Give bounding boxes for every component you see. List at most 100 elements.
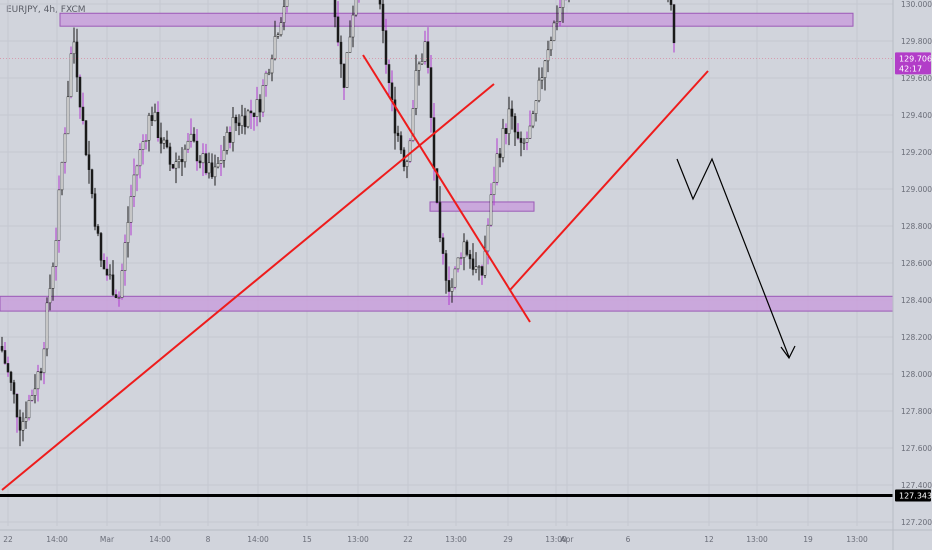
x-tick-label: 14:00 bbox=[149, 535, 171, 544]
candle-body bbox=[399, 135, 403, 151]
candle-body bbox=[483, 250, 487, 276]
candle-body bbox=[429, 67, 433, 118]
candle-body bbox=[273, 36, 277, 60]
support-price-text: 127.343 bbox=[899, 492, 932, 501]
candle-body bbox=[201, 153, 205, 164]
candle-body bbox=[90, 169, 94, 195]
candle-body bbox=[69, 53, 73, 98]
y-tick-label: 129.800 bbox=[901, 37, 932, 46]
candle-body bbox=[252, 112, 256, 117]
candle-body bbox=[21, 421, 25, 431]
candle-body bbox=[54, 240, 58, 267]
candle-body bbox=[486, 224, 490, 252]
candle-body bbox=[411, 108, 415, 142]
candle-body bbox=[342, 63, 346, 88]
candle-body bbox=[96, 226, 100, 234]
candle-body bbox=[351, 14, 355, 38]
candle-body bbox=[48, 288, 52, 304]
candle-body bbox=[231, 117, 235, 143]
candle-body bbox=[39, 371, 43, 374]
candle-body bbox=[189, 133, 193, 142]
candle-body bbox=[279, 22, 283, 36]
candle-body bbox=[147, 115, 151, 141]
current-price-tag bbox=[895, 52, 931, 75]
candle-body bbox=[87, 154, 91, 170]
candle-body bbox=[498, 153, 502, 158]
candle-body bbox=[420, 61, 424, 65]
y-tick-label: 129.400 bbox=[901, 111, 932, 120]
candle-body bbox=[267, 72, 271, 75]
candle-body bbox=[384, 30, 388, 65]
candle-body bbox=[471, 258, 475, 270]
candle-body bbox=[336, 16, 340, 43]
candle-body bbox=[204, 153, 208, 174]
candle-body bbox=[210, 162, 214, 178]
candle-body bbox=[117, 297, 121, 299]
candle-body bbox=[51, 266, 55, 289]
x-tick-label: Apr bbox=[561, 535, 575, 544]
candle-body bbox=[459, 257, 463, 259]
candle-body bbox=[42, 348, 46, 374]
candle-body bbox=[219, 160, 223, 164]
candle-body bbox=[453, 268, 457, 288]
candle-body bbox=[345, 52, 349, 88]
candle-body bbox=[30, 395, 34, 401]
candle-body bbox=[441, 237, 445, 254]
support-zone bbox=[0, 295, 894, 312]
candle-body bbox=[243, 115, 247, 128]
candle-body bbox=[462, 241, 466, 258]
candle-body bbox=[207, 162, 211, 174]
candle-body bbox=[156, 111, 160, 138]
candle-body bbox=[477, 266, 481, 268]
candle-body bbox=[33, 388, 37, 396]
candle-body bbox=[672, 4, 676, 44]
y-tick-label: 128.800 bbox=[901, 222, 932, 231]
chart-title: EURJPY, 4h, FXCM bbox=[6, 5, 86, 15]
candle-body bbox=[669, 0, 673, 5]
candle-body bbox=[66, 96, 70, 135]
candle-body bbox=[534, 100, 538, 114]
candle-body bbox=[114, 294, 118, 298]
candle-body bbox=[72, 41, 76, 55]
candle-body bbox=[531, 113, 535, 127]
candle-body bbox=[81, 106, 85, 121]
candle-body bbox=[417, 63, 421, 71]
candle-body bbox=[480, 266, 484, 276]
candle-body bbox=[198, 160, 202, 164]
candle-body bbox=[99, 233, 103, 261]
candle-body bbox=[540, 77, 544, 81]
candle-body bbox=[264, 72, 268, 86]
candle-body bbox=[144, 140, 148, 142]
candle-body bbox=[102, 259, 106, 270]
x-tick-label: 15 bbox=[302, 535, 312, 544]
countdown-text: 42:17 bbox=[899, 64, 922, 73]
candle-body bbox=[408, 140, 412, 162]
candle-body bbox=[162, 139, 166, 144]
candle-body bbox=[228, 132, 232, 143]
candle-body bbox=[249, 110, 253, 114]
candle-body bbox=[270, 58, 274, 74]
candle-body bbox=[180, 159, 184, 163]
candle-body bbox=[507, 108, 511, 134]
y-tick-label: 127.200 bbox=[901, 518, 932, 527]
x-tick-label: 19 bbox=[803, 535, 813, 544]
candle-body bbox=[333, 0, 337, 18]
candle-body bbox=[390, 82, 394, 101]
y-tick-label: 128.400 bbox=[901, 296, 932, 305]
resistance-zone bbox=[59, 12, 854, 27]
candle-body bbox=[105, 268, 109, 276]
candle-body bbox=[510, 108, 514, 117]
candle-body bbox=[339, 41, 343, 65]
candle-body bbox=[18, 416, 22, 431]
candle-body bbox=[465, 241, 469, 255]
candle-body bbox=[153, 111, 157, 121]
candle-body bbox=[348, 36, 352, 53]
candle-body bbox=[150, 115, 154, 121]
x-tick-label: 13:00 bbox=[445, 535, 467, 544]
candle-body bbox=[435, 168, 439, 203]
candle-body bbox=[282, 6, 286, 23]
candle-body bbox=[258, 99, 262, 113]
x-tick-label: 14:00 bbox=[247, 535, 269, 544]
